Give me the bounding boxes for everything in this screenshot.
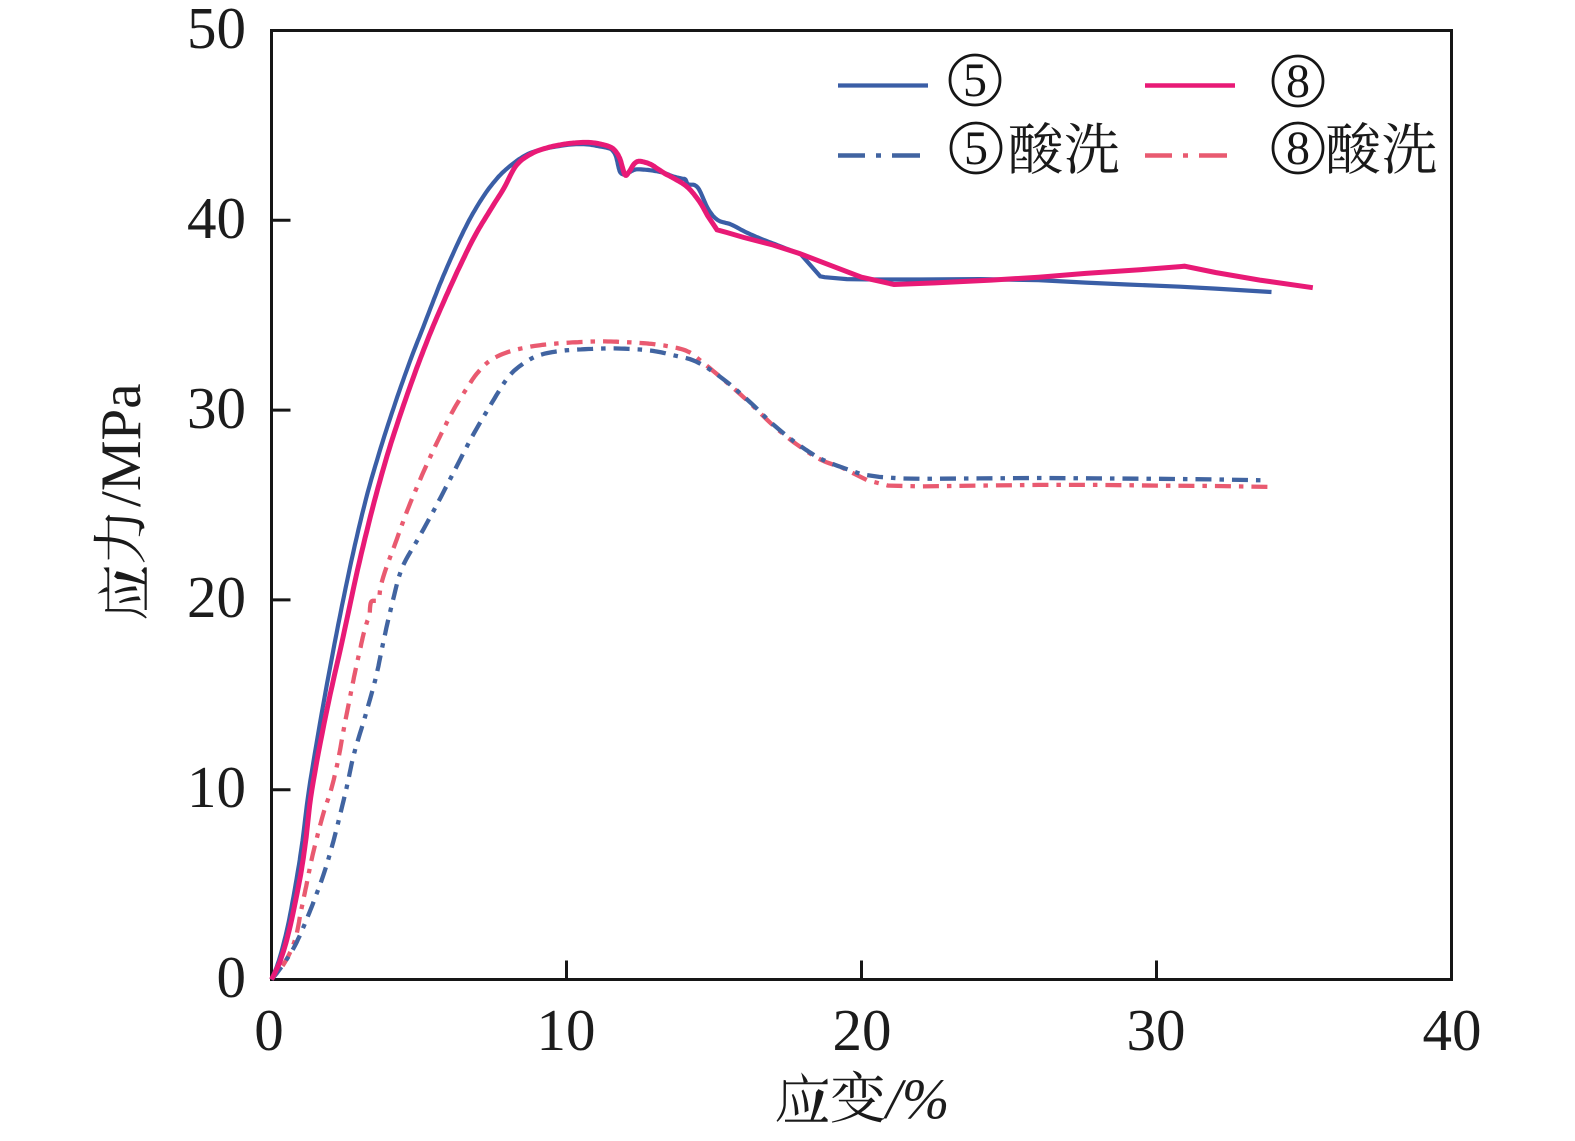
svg-text:30: 30 xyxy=(1127,997,1186,1063)
svg-text:5: 5 xyxy=(964,122,988,175)
svg-text:/MPa: /MPa xyxy=(90,383,153,507)
svg-text:40: 40 xyxy=(1423,997,1482,1063)
svg-text:5: 5 xyxy=(963,54,987,107)
svg-text:30: 30 xyxy=(187,375,246,441)
svg-text:8: 8 xyxy=(1286,122,1310,175)
svg-text:0: 0 xyxy=(254,997,284,1063)
svg-text:20: 20 xyxy=(187,564,246,630)
svg-text:10: 10 xyxy=(537,997,596,1063)
svg-text:10: 10 xyxy=(187,754,246,820)
svg-text:20: 20 xyxy=(833,997,892,1063)
svg-text:0: 0 xyxy=(217,944,247,1010)
svg-text:/%: /% xyxy=(883,1068,949,1131)
svg-text:50: 50 xyxy=(187,0,246,61)
svg-text:40: 40 xyxy=(187,185,246,251)
svg-text:8: 8 xyxy=(1286,55,1310,108)
